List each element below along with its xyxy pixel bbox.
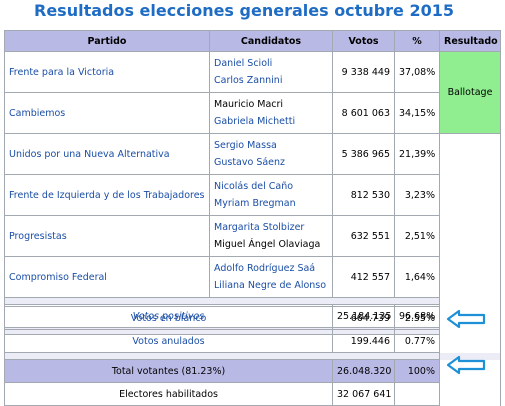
votes-cell: 632 551 [333,216,395,257]
candidates-cell: Adolfo Rodríguez Saá Liliana Negre de Al… [210,257,333,298]
header-votes: Votos [333,31,395,52]
candidate-link[interactable]: Liliana Negre de Alonso [214,277,328,294]
header-row: Partido Candidatos Votos % Resultado [5,31,501,52]
total-voters-count: 26.048.320 [333,360,395,383]
separator-cell [5,353,440,360]
votes-cell: 812 530 [333,175,395,216]
page-title: Resultados elecciones generales octubre … [34,0,454,22]
party-link[interactable]: Compromiso Federal [5,257,210,298]
blank-votes-link[interactable]: Votos en blanco [5,307,333,330]
result-empty-cell [440,383,501,406]
registered-voters-count: 32 067 641 [333,383,395,406]
header-result: Resultado [440,31,501,52]
votes-cell: 8 601 063 [333,93,395,134]
percent-cell: 2,51% [395,216,440,257]
null-votes-count: 199.446 [333,330,395,353]
result-empty-cell [440,330,501,353]
votes-cell: 5 386 965 [333,134,395,175]
party-link[interactable]: Progresistas [5,216,210,257]
header-percent: % [395,31,440,52]
party-row: Unidos por una Nueva Alternativa Sergio … [5,134,501,175]
separator-row [5,298,501,305]
candidate-link[interactable]: Carlos Zannini [214,72,328,89]
header-party: Partido [5,31,210,52]
candidate-link[interactable]: Margarita Stolbizer [214,219,328,236]
percent-cell: 34,15% [395,93,440,134]
candidates-cell: Margarita Stolbizer Miguel Ángel Olaviag… [210,216,333,257]
null-votes-row: Votos anulados 199.446 0.77% [5,330,501,353]
ballotage-cell: Ballotage [440,52,501,134]
candidate-name: Miguel Ángel Olaviaga [214,236,328,253]
votes-cell: 9 338 449 [333,52,395,93]
registered-voters-label: Electores habilitados [5,383,333,406]
candidate-link[interactable]: Sergio Massa [214,137,328,154]
candidate-link[interactable]: Daniel Scioli [214,55,328,72]
null-votes-link[interactable]: Votos anulados [5,330,333,353]
party-row: Cambiemos Mauricio Macri Gabriela Michet… [5,93,501,134]
percent-cell: 21,39% [395,134,440,175]
party-row: Compromiso Federal Adolfo Rodríguez Saá … [5,257,501,298]
separator-cell [5,298,440,305]
party-row: Frente de Izquierda y de los Trabajadore… [5,175,501,216]
candidate-link[interactable]: Nicolás del Caño [214,178,328,195]
party-row: Frente para la Victoria Daniel Scioli Ca… [5,52,501,93]
results-table: Partido Candidatos Votos % Resultado Fre… [4,30,501,335]
blank-votes-row: Votos en blanco 664.739 2.55% [5,307,501,330]
percent-cell: 3,23% [395,175,440,216]
registered-voters-percent [395,383,440,406]
candidates-cell: Mauricio Macri Gabriela Michetti [210,93,333,134]
candidate-link[interactable]: Myriam Bregman [214,195,328,212]
registered-voters-row: Electores habilitados 32 067 641 [5,383,501,406]
party-link[interactable]: Frente de Izquierda y de los Trabajadore… [5,175,210,216]
blank-votes-count: 664.739 [333,307,395,330]
candidate-name: Mauricio Macri [214,96,328,113]
total-voters-row: Total votantes (81.23%) 26.048.320 100% [5,360,501,383]
total-voters-label: Total votantes (81.23%) [5,360,333,383]
party-link[interactable]: Unidos por una Nueva Alternativa [5,134,210,175]
candidate-link[interactable]: Adolfo Rodríguez Saá [214,260,328,277]
candidates-cell: Nicolás del Caño Myriam Bregman [210,175,333,216]
votes-cell: 412 557 [333,257,395,298]
party-link[interactable]: Cambiemos [5,93,210,134]
header-candidates: Candidatos [210,31,333,52]
party-row: Progresistas Margarita Stolbizer Miguel … [5,216,501,257]
percent-cell: 37,08% [395,52,440,93]
candidate-link[interactable]: Gustavo Sáenz [214,154,328,171]
arrow-left-icon [446,309,486,329]
arrow-left-icon [446,355,486,375]
blank-votes-percent: 2.55% [395,307,440,330]
party-link[interactable]: Frente para la Victoria [5,52,210,93]
percent-cell: 1,64% [395,257,440,298]
null-votes-percent: 0.77% [395,330,440,353]
candidates-cell: Sergio Massa Gustavo Sáenz [210,134,333,175]
total-voters-percent: 100% [395,360,440,383]
candidates-cell: Daniel Scioli Carlos Zannini [210,52,333,93]
result-empty-cell [440,134,501,335]
separator-row [5,353,501,360]
totals-table: Votos en blanco 664.739 2.55% Votos anul… [4,306,501,406]
candidate-link[interactable]: Gabriela Michetti [214,113,328,130]
